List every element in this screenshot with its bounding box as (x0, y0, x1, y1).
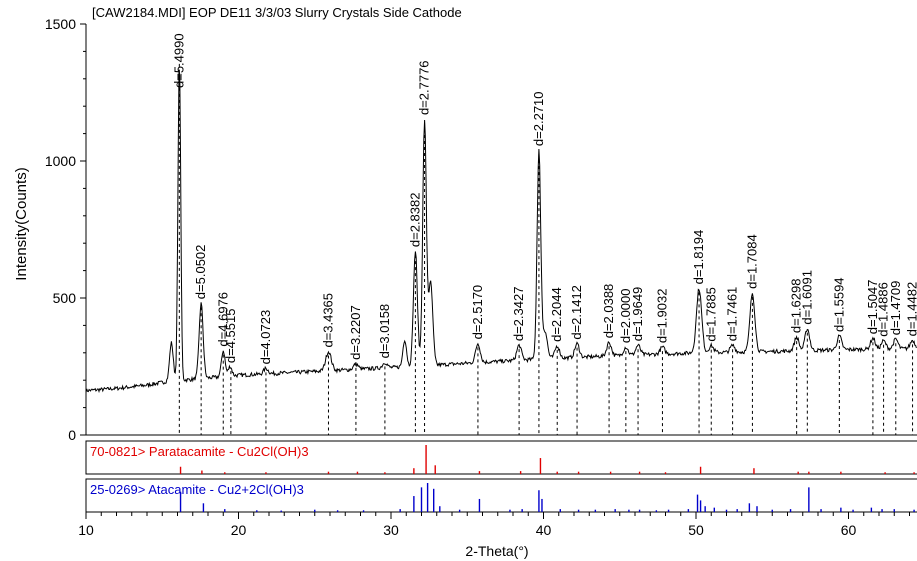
d-spacing-label: d=2.2044 (549, 287, 564, 342)
d-spacing-label: d=1.6091 (799, 270, 814, 325)
d-spacing-label: d=1.8194 (691, 230, 706, 285)
d-spacing-label: d=2.7776 (417, 60, 432, 115)
x-tick-label: 40 (536, 522, 552, 538)
reference-pattern-label: 70-0821> Paratacamite - Cu2Cl(OH)3 (90, 444, 309, 459)
d-spacing-label: d=1.4482 (905, 282, 917, 337)
y-tick-label: 500 (53, 290, 77, 306)
d-spacing-label: d=4.6976 (215, 292, 230, 347)
main-plot-panel (85, 24, 917, 436)
y-axis: 0 500 1000 1500 (45, 16, 86, 443)
d-spacing-label: d=1.6298 (789, 279, 804, 334)
x-axis-label: 2-Theta(°) (465, 543, 528, 559)
y-tick-label: 1000 (45, 153, 76, 169)
x-tick-label: 30 (383, 522, 399, 538)
d-spacing-label: d=2.5170 (470, 285, 485, 340)
d-spacing-label: d=5.4990 (171, 33, 186, 88)
d-spacing-label: d=3.4365 (320, 293, 335, 348)
d-spacing-label: d=3.2207 (348, 305, 363, 360)
d-spacing-label: d=4.0723 (258, 310, 273, 365)
x-tick-label: 10 (78, 522, 94, 538)
d-spacing-label: d=1.9649 (630, 287, 645, 342)
x-tick-label: 60 (841, 522, 857, 538)
y-axis-label: Intensity(Counts) (13, 167, 30, 280)
x-tick-label: 50 (688, 522, 704, 538)
y-tick-label: 0 (68, 427, 76, 443)
chart-title: [CAW2184.MDI] EOP DE11 3/3/03 Slurry Cry… (92, 5, 462, 20)
d-spacing-label: d=1.4709 (888, 281, 903, 336)
d-spacing-label: d=2.8382 (407, 193, 422, 248)
d-spacing-label: d=2.1412 (569, 285, 584, 340)
d-spacing-label: d=1.7885 (703, 287, 718, 342)
d-spacing-label: d=2.3427 (511, 287, 526, 342)
d-spacing-label: d=1.7461 (725, 287, 740, 342)
d-spacing-label: d=2.0388 (601, 284, 616, 339)
d-spacing-label: d=4.5515 (223, 309, 238, 364)
reference-panel-frame (85, 478, 917, 513)
d-spacing-label: d=3.0158 (377, 304, 392, 359)
reference-panel: 70-0821> Paratacamite - Cu2Cl(OH)3 (85, 440, 917, 475)
d-spacing-label: d=2.2710 (531, 91, 546, 146)
d-spacing-label: d=1.9032 (654, 289, 669, 344)
reference-panel: 25-0269> Atacamite - Cu2+2Cl(OH)3 (85, 478, 917, 513)
d-spacing-label: d=1.5594 (831, 277, 846, 332)
x-axis: 10 20 30 40 50 60 (78, 512, 910, 538)
reference-panel-frame (85, 440, 917, 475)
diffraction-pattern-line (85, 69, 917, 394)
d-spacing-label: d=2.0000 (618, 289, 633, 344)
d-spacing-label: d=1.4886 (876, 282, 891, 337)
d-spacing-label: d=1.5047 (865, 280, 880, 335)
d-spacing-lines (178, 63, 914, 435)
d-spacing-label: d=5.0502 (193, 245, 208, 300)
reference-pattern-label: 25-0269> Atacamite - Cu2+2Cl(OH)3 (90, 482, 304, 497)
reference-panels: 70-0821> Paratacamite - Cu2Cl(OH)3 25-026… (85, 440, 917, 513)
x-tick-label: 20 (231, 522, 247, 538)
y-tick-label: 1500 (45, 16, 76, 32)
d-spacing-label: d=1.7084 (744, 234, 759, 289)
